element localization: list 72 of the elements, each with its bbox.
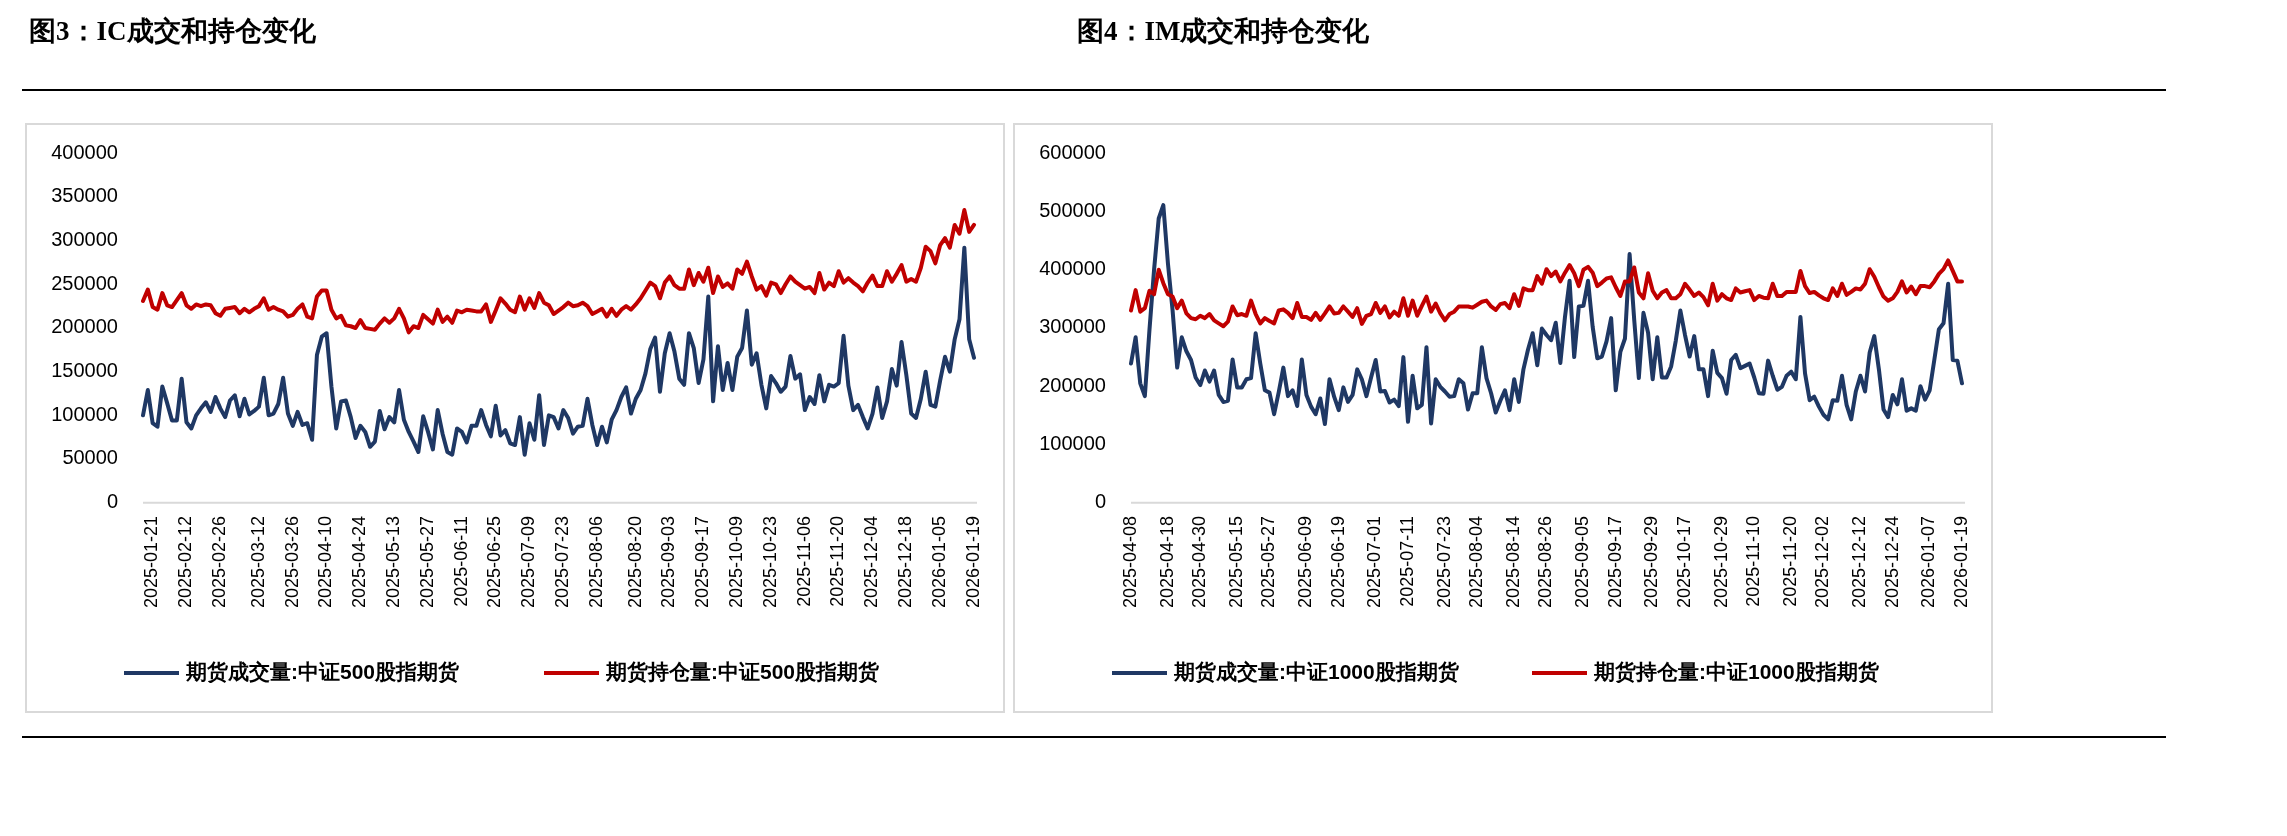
x-tick-label: 2025-10-17	[1673, 516, 1694, 609]
y-tick-label: 100000	[51, 402, 118, 425]
x-tick-label: 2025-05-27	[1258, 516, 1279, 609]
x-tick-label: 2025-05-13	[382, 516, 403, 609]
legend-label: 期货成交量:中证500股指期货	[185, 659, 461, 684]
x-tick-label: 2025-04-10	[315, 516, 336, 609]
x-tick-label: 2025-08-04	[1466, 516, 1486, 609]
x-tick-label: 2025-04-08	[1119, 516, 1140, 609]
x-tick-label: 2025-10-23	[759, 516, 780, 609]
x-tick-label: 2025-12-12	[1849, 516, 1870, 609]
x-tick-label: 2025-04-30	[1189, 516, 1209, 609]
x-tick-label: 2025-09-17	[692, 516, 713, 609]
x-tick-label: 2025-07-11	[1396, 516, 1417, 607]
x-tick-label: 2025-06-09	[1295, 516, 1316, 609]
x-tick-label: 2025-07-23	[1433, 516, 1454, 609]
x-tick-label: 2025-06-25	[484, 516, 505, 609]
x-tick-label: 2025-05-15	[1225, 516, 1246, 609]
x-tick-label: 2025-09-29	[1641, 516, 1662, 609]
x-tick-label: 2025-07-09	[518, 516, 539, 609]
x-tick-label: 2026-01-05	[928, 516, 949, 609]
x-tick-label: 2025-09-03	[658, 516, 679, 609]
x-tick-label: 2025-12-24	[1881, 516, 1902, 609]
y-tick-label: 300000	[51, 227, 118, 250]
x-tick-label: 2025-12-02	[1812, 516, 1833, 609]
y-tick-label: 500000	[1039, 198, 1106, 221]
x-tick-label: 2025-08-20	[624, 516, 645, 609]
y-tick-label: 400000	[1039, 257, 1106, 280]
x-tick-label: 2025-05-27	[416, 516, 437, 609]
y-tick-label: 600000	[1039, 140, 1106, 163]
y-tick-label: 0	[1094, 489, 1106, 512]
y-tick-label: 400000	[51, 140, 118, 163]
x-tick-label: 2025-06-19	[1327, 516, 1348, 609]
x-tick-label: 2025-03-12	[247, 516, 268, 609]
chart-title: 图4：IM成交和持仓变化	[1077, 16, 1371, 46]
legend-label: 期货成交量:中证1000股指期货	[1173, 659, 1460, 684]
x-tick-label: 2025-07-01	[1364, 516, 1385, 609]
x-tick-label: 2025-11-20	[1779, 516, 1800, 607]
y-tick-label: 50000	[62, 446, 118, 469]
x-tick-label: 2025-12-04	[861, 516, 882, 609]
x-tick-label: 2025-02-26	[209, 516, 230, 609]
x-tick-label: 2025-06-11	[450, 516, 471, 607]
y-tick-label: 200000	[1039, 373, 1106, 396]
x-tick-label: 2025-10-09	[726, 516, 747, 609]
x-tick-label: 2025-01-21	[141, 516, 162, 609]
x-tick-label: 2025-04-24	[349, 516, 370, 609]
x-tick-label: 2025-10-29	[1710, 516, 1731, 609]
x-tick-label: 2025-08-06	[585, 516, 606, 609]
x-tick-label: 2025-08-14	[1502, 516, 1523, 609]
chart-title: 图3：IC成交和持仓变化	[29, 16, 317, 46]
y-tick-label: 200000	[51, 315, 118, 338]
y-tick-label: 100000	[1039, 431, 1106, 454]
x-tick-label: 2026-01-19	[1950, 516, 1971, 609]
x-tick-label: 2025-09-17	[1604, 516, 1625, 609]
x-tick-label: 2025-11-20	[827, 516, 848, 607]
x-tick-label: 2025-04-18	[1156, 516, 1177, 609]
x-tick-label: 2025-03-26	[281, 516, 302, 609]
legend-label: 期货持仓量:中证1000股指期货	[1593, 659, 1880, 684]
x-tick-label: 2025-11-06	[793, 516, 814, 607]
y-tick-label: 300000	[1039, 315, 1106, 338]
y-tick-label: 150000	[51, 358, 118, 381]
x-tick-label: 2025-07-23	[552, 516, 573, 609]
x-tick-label: 2025-12-18	[895, 516, 916, 609]
y-tick-label: 250000	[51, 271, 118, 294]
y-tick-label: 0	[106, 489, 118, 512]
legend-label: 期货持仓量:中证500股指期货	[605, 659, 881, 684]
x-tick-label: 2025-08-26	[1535, 516, 1556, 609]
x-tick-label: 2025-02-12	[175, 516, 196, 609]
x-tick-label: 2026-01-19	[962, 516, 983, 609]
y-tick-label: 350000	[51, 184, 118, 207]
x-tick-label: 2025-09-05	[1572, 516, 1593, 609]
x-tick-label: 2026-01-07	[1918, 516, 1939, 609]
x-tick-label: 2025-11-10	[1743, 516, 1763, 607]
